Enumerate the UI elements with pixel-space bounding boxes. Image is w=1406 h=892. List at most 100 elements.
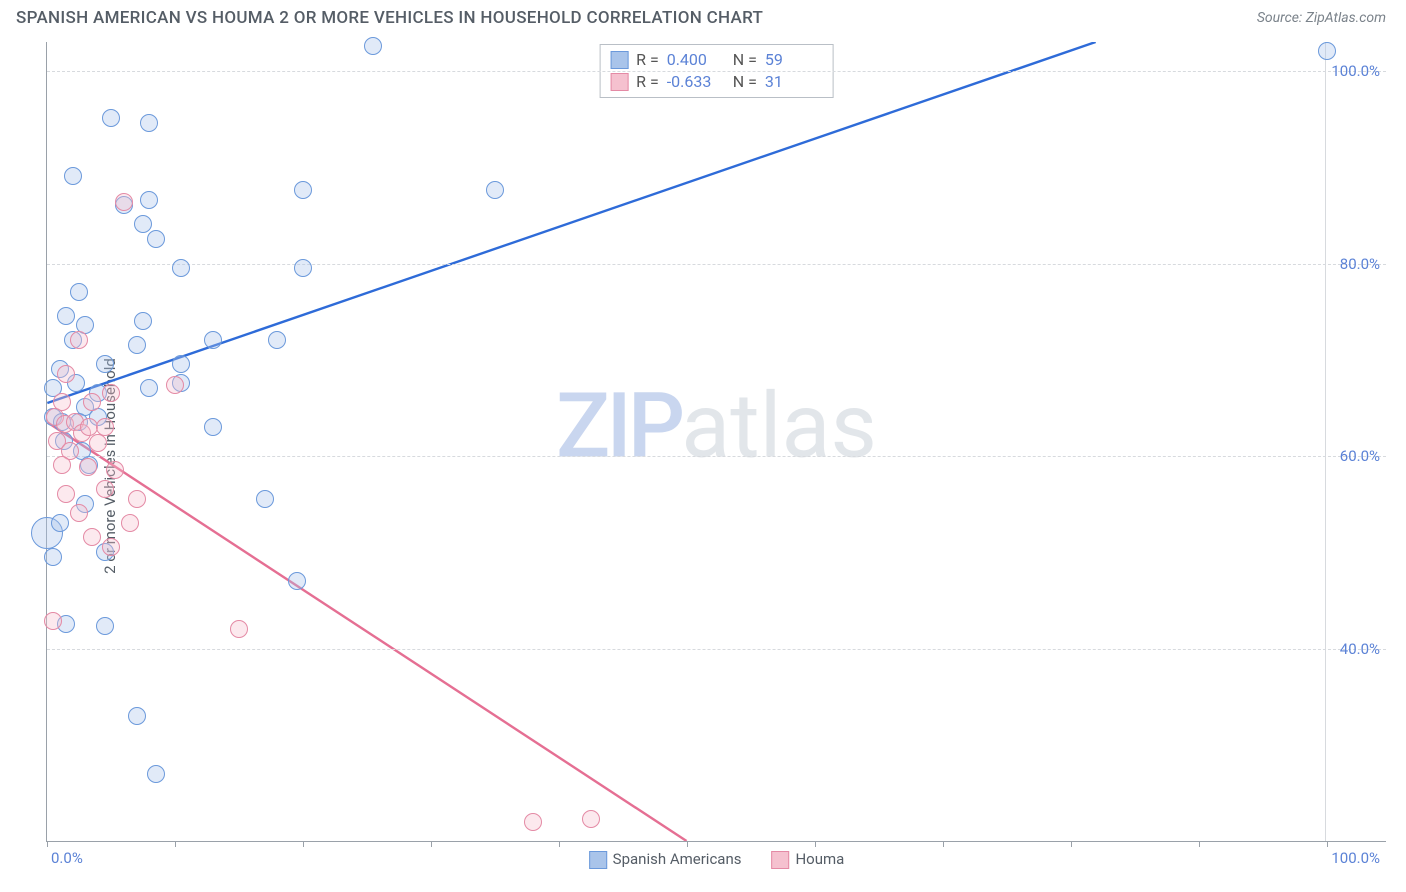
data-point	[57, 365, 75, 383]
data-point	[147, 230, 165, 248]
x-tick-mark	[1199, 841, 1200, 847]
data-point	[294, 181, 312, 199]
r-value: -0.633	[667, 71, 725, 93]
data-point	[172, 259, 190, 277]
n-label: N =	[733, 49, 757, 71]
x-tick-mark	[1327, 841, 1328, 847]
n-label: N =	[733, 71, 757, 93]
plot-wrap: 2 or more Vehicles in Household ZIPatlas…	[0, 40, 1406, 892]
data-point	[70, 331, 88, 349]
grid-line	[47, 649, 1386, 650]
legend-item: Houma	[771, 850, 844, 869]
data-point	[1318, 42, 1336, 60]
data-point	[44, 612, 62, 630]
x-tick-label: 0.0%	[51, 849, 83, 867]
chart-header: SPANISH AMERICAN VS HOUMA 2 OR MORE VEHI…	[0, 0, 1406, 32]
legend-swatch	[610, 73, 628, 91]
data-point	[83, 528, 101, 546]
data-point	[134, 312, 152, 330]
data-point	[102, 384, 120, 402]
grid-line	[47, 264, 1386, 265]
data-point	[96, 480, 114, 498]
source-label: Source: ZipAtlas.com	[1257, 10, 1386, 26]
data-point	[115, 193, 133, 211]
data-point	[128, 707, 146, 725]
data-point	[96, 355, 114, 373]
data-point	[230, 620, 248, 638]
data-point	[294, 259, 312, 277]
watermark-zip: ZIP	[556, 373, 681, 478]
x-tick-mark	[687, 841, 688, 847]
n-value: 59	[765, 49, 823, 71]
data-point	[582, 810, 600, 828]
data-point	[79, 458, 97, 476]
legend-row: R = -0.633 N = 31	[610, 71, 823, 93]
right-axis-guide	[1325, 42, 1326, 841]
grid-line	[47, 71, 1386, 72]
watermark: ZIPatlas	[556, 373, 877, 478]
data-point	[53, 456, 71, 474]
data-point	[204, 331, 222, 349]
data-point	[140, 191, 158, 209]
data-point	[83, 393, 101, 411]
x-tick-mark	[47, 841, 48, 847]
data-point	[172, 355, 190, 373]
data-point	[44, 548, 62, 566]
x-tick-mark	[943, 841, 944, 847]
watermark-atlas: atlas	[681, 373, 877, 478]
data-point	[256, 490, 274, 508]
r-label: R =	[636, 49, 659, 71]
y-tick-label: 60.0%	[1340, 447, 1380, 465]
x-tick-mark	[303, 841, 304, 847]
x-tick-mark	[1071, 841, 1072, 847]
y-tick-label: 80.0%	[1340, 255, 1380, 273]
data-point	[140, 114, 158, 132]
chart-title: SPANISH AMERICAN VS HOUMA 2 OR MORE VEHI…	[16, 8, 763, 28]
data-point	[57, 485, 75, 503]
data-point	[121, 514, 139, 532]
legend-swatch	[610, 51, 628, 69]
data-point	[70, 504, 88, 522]
data-point	[147, 765, 165, 783]
data-point	[204, 418, 222, 436]
y-tick-label: 40.0%	[1340, 640, 1380, 658]
trend-lines	[47, 42, 1386, 841]
x-tick-mark	[431, 841, 432, 847]
legend-swatch	[771, 851, 789, 869]
scatter-plot: ZIPatlas R = 0.400 N = 59 R = -0.633 N =…	[46, 42, 1386, 842]
legend-label: Houma	[795, 850, 844, 868]
legend-swatch	[589, 851, 607, 869]
trend-line	[47, 422, 686, 841]
data-point	[51, 514, 69, 532]
data-point	[486, 181, 504, 199]
data-point	[102, 109, 120, 127]
data-point	[57, 307, 75, 325]
data-point	[268, 331, 286, 349]
data-point	[102, 538, 120, 556]
data-point	[364, 37, 382, 55]
legend-item: Spanish Americans	[589, 850, 742, 869]
legend-label: Spanish Americans	[613, 850, 742, 868]
x-tick-label: 100.0%	[1331, 849, 1380, 867]
n-value: 31	[765, 71, 823, 93]
data-point	[70, 283, 88, 301]
data-point	[64, 167, 82, 185]
x-tick-mark	[175, 841, 176, 847]
series-legend: Spanish Americans Houma	[589, 850, 845, 869]
y-tick-label: 100.0%	[1331, 62, 1380, 80]
data-point	[166, 376, 184, 394]
data-point	[128, 490, 146, 508]
data-point	[134, 215, 152, 233]
data-point	[140, 379, 158, 397]
grid-line	[47, 456, 1386, 457]
data-point	[96, 418, 114, 436]
data-point	[96, 617, 114, 635]
x-tick-mark	[559, 841, 560, 847]
data-point	[106, 461, 124, 479]
legend-row: R = 0.400 N = 59	[610, 49, 823, 71]
trend-line	[47, 42, 1095, 403]
x-tick-mark	[815, 841, 816, 847]
data-point	[89, 434, 107, 452]
r-label: R =	[636, 71, 659, 93]
data-point	[128, 336, 146, 354]
